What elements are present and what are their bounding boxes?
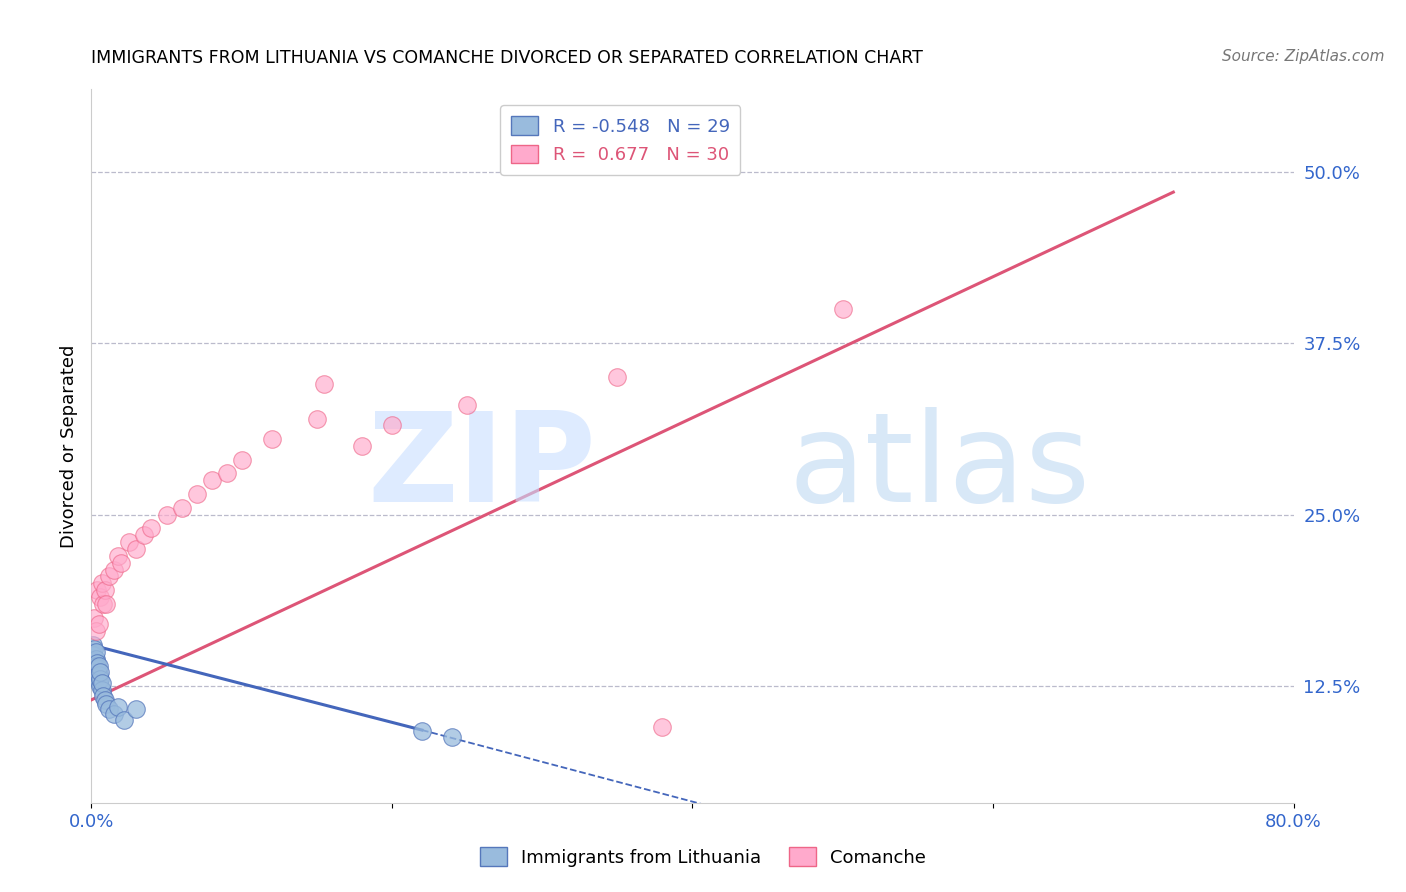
Point [98,702,121,716]
Point [82,648,104,662]
Point [86,669,108,683]
Point [84,645,107,659]
Point [96,597,118,611]
Point [103,562,125,576]
Text: IMMIGRANTS FROM LITHUANIA VS COMANCHE DIVORCED OR SEPARATED CORRELATION CHART: IMMIGRANTS FROM LITHUANIA VS COMANCHE DI… [91,49,924,67]
Legend: R = -0.548   N = 29, R =  0.677   N = 30: R = -0.548 N = 29, R = 0.677 N = 30 [501,105,741,175]
Point [83,610,105,624]
Point [606,370,628,384]
Point [215,467,238,481]
Y-axis label: Divorced or Separated: Divorced or Separated [59,344,77,548]
Point [350,439,373,453]
Point [93,597,115,611]
Point [94,693,117,707]
Point [132,528,155,542]
Point [103,706,125,721]
Point [260,432,283,446]
Point [98,569,121,583]
Point [83,655,105,669]
Point [90,676,112,690]
Point [89,665,111,680]
Point [87,617,110,632]
Legend: Immigrants from Lithuania, Comanche: Immigrants from Lithuania, Comanche [472,840,934,874]
Point [87,668,110,682]
Point [82,638,104,652]
Point [831,301,853,316]
Point [87,658,110,673]
Point [86,656,108,670]
Point [314,377,336,392]
Point [86,661,108,675]
Point [411,724,433,739]
Point [201,473,224,487]
Point [114,714,136,728]
Text: Source: ZipAtlas.com: Source: ZipAtlas.com [1222,49,1385,64]
Text: atlas: atlas [789,407,1091,528]
Point [93,689,115,703]
Text: ZIP: ZIP [367,407,596,528]
Point [231,452,253,467]
Point [96,697,118,711]
Point [107,549,129,563]
Point [155,508,177,522]
Point [651,720,673,734]
Point [89,673,111,687]
Point [84,658,107,673]
Point [141,521,163,535]
Point [186,487,208,501]
Point [456,398,478,412]
Point [107,699,129,714]
Point [83,661,105,675]
Point [83,642,105,657]
Point [381,418,404,433]
Point [170,500,193,515]
Point [94,583,117,598]
Point [84,624,107,639]
Point [90,576,112,591]
Point [110,556,132,570]
Point [90,683,112,698]
Point [89,679,111,693]
Point [87,675,110,690]
Point [125,702,148,716]
Point [86,583,108,598]
Point [305,411,328,425]
Point [89,590,111,604]
Point [118,535,141,549]
Point [125,541,148,556]
Point [84,651,107,665]
Point [440,730,463,744]
